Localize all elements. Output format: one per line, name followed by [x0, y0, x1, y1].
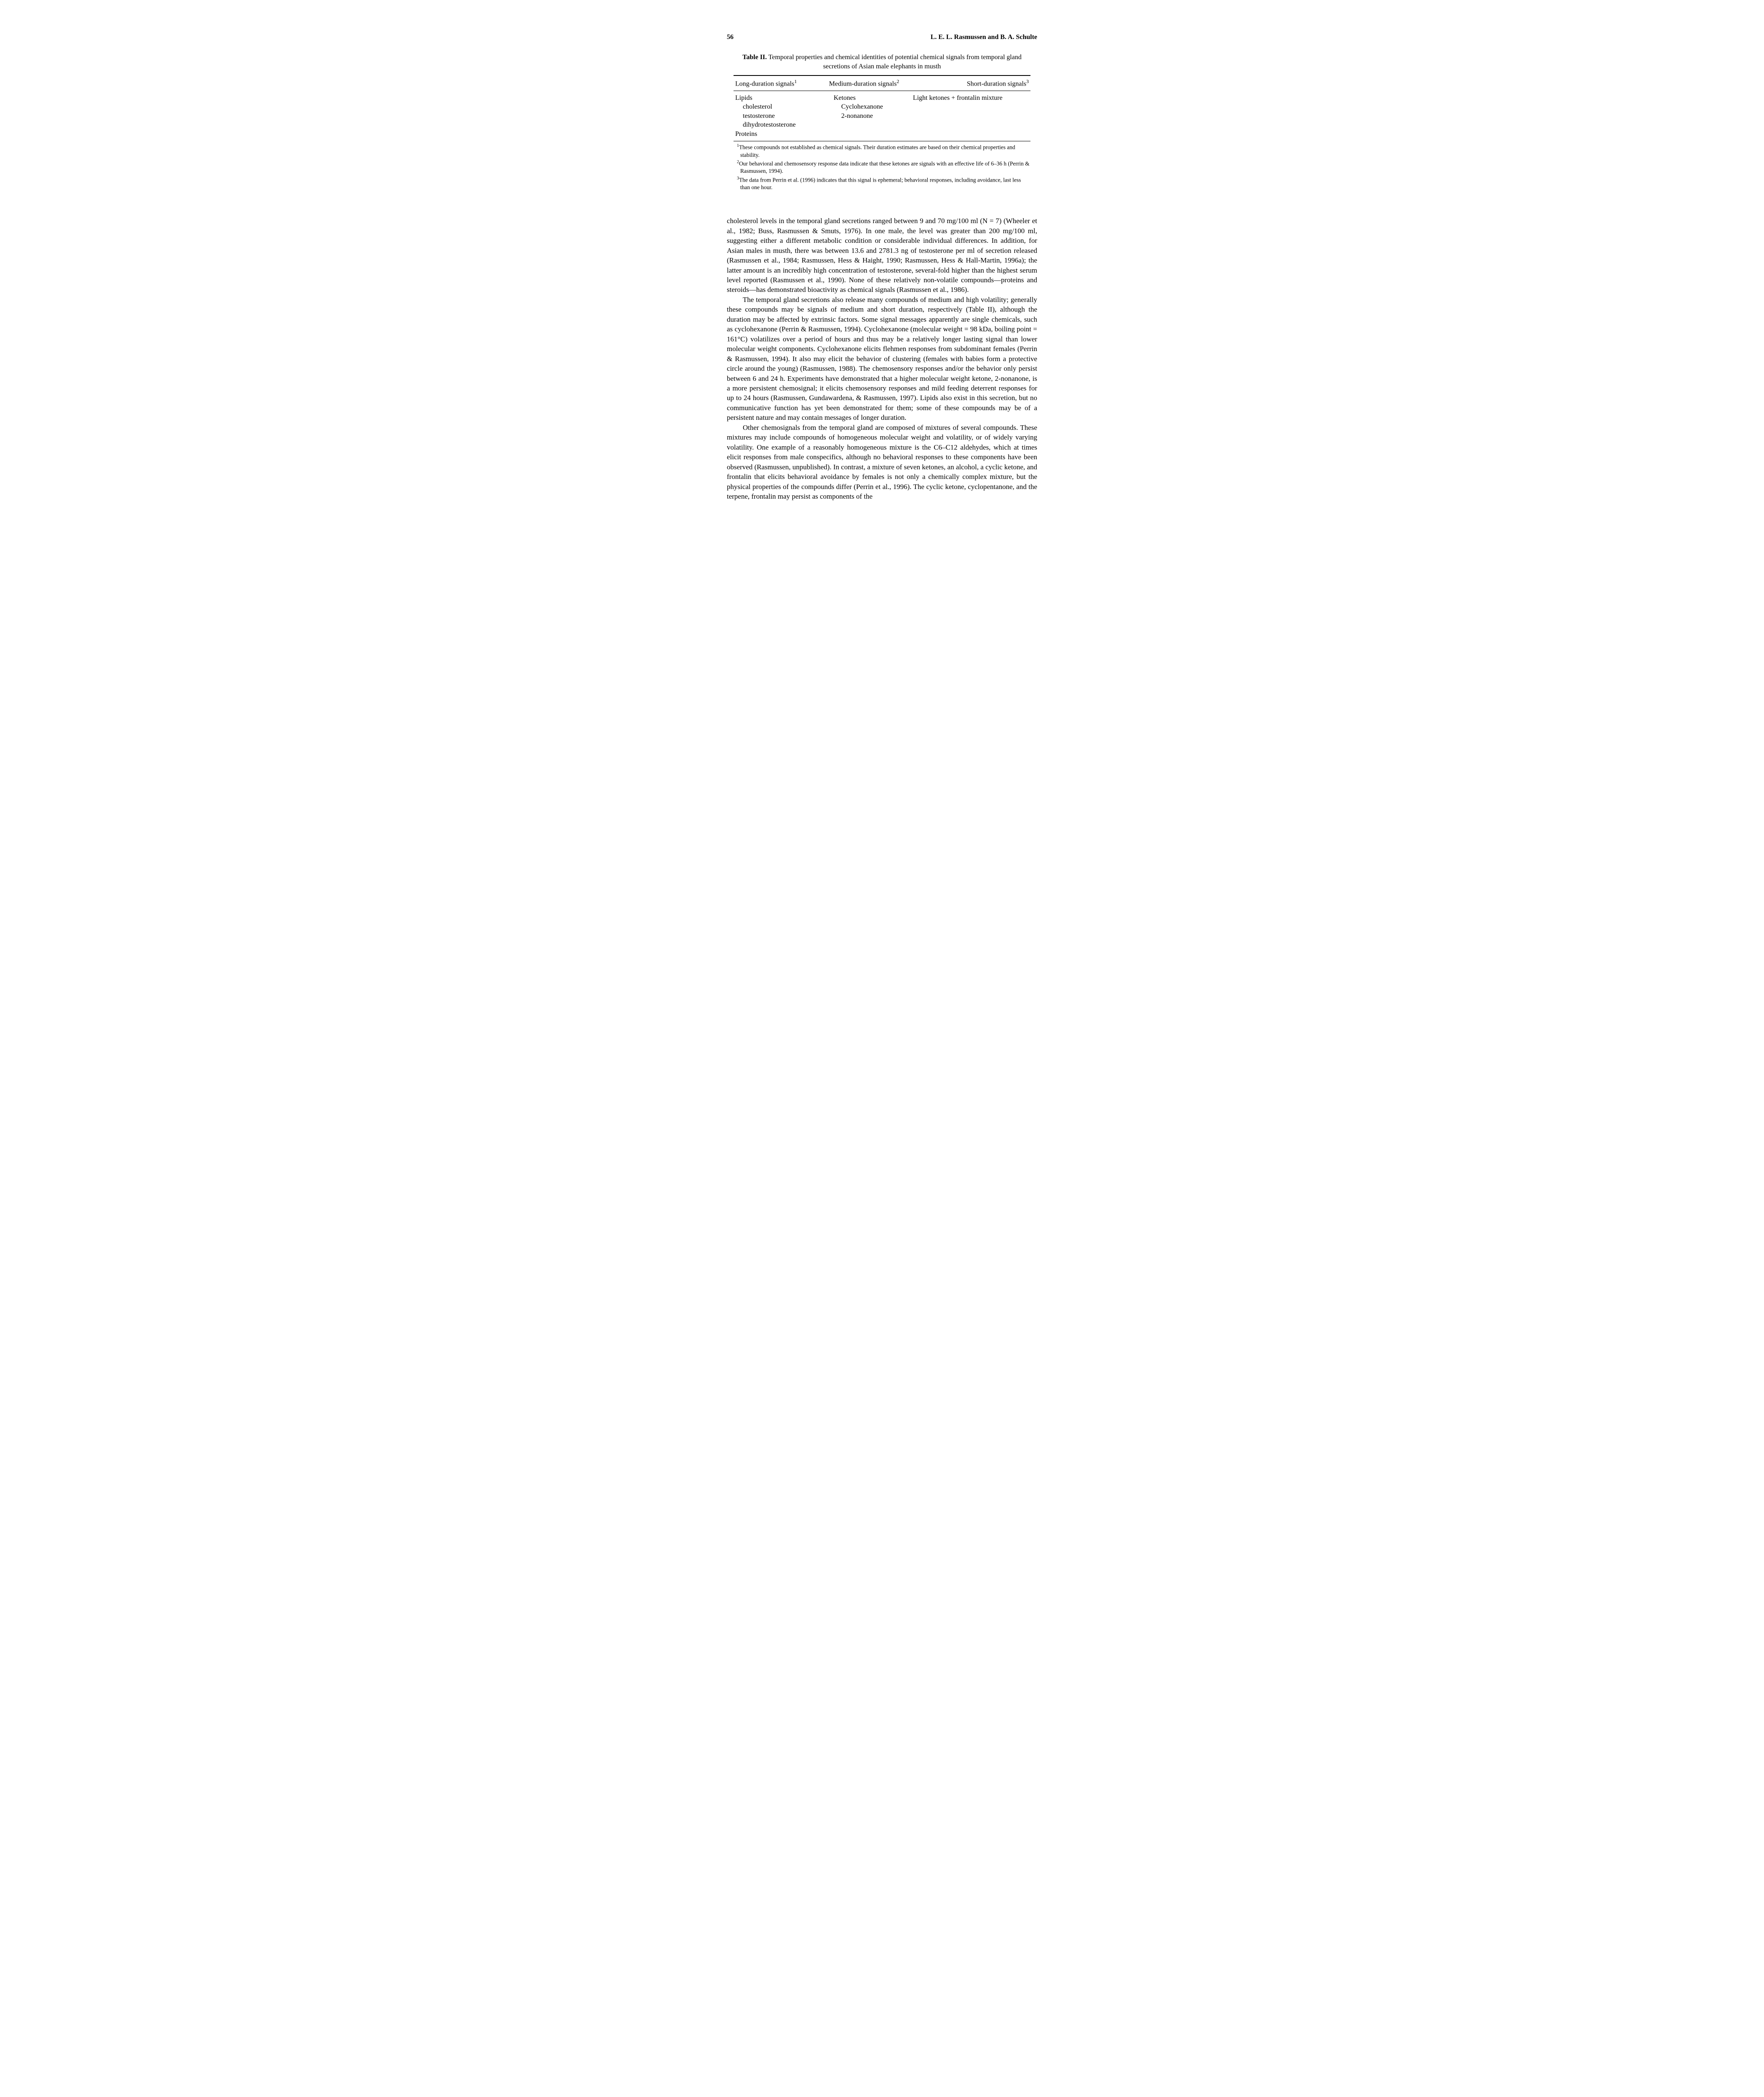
c1-l5: Proteins — [735, 130, 757, 138]
paragraph-3: Other chemosignals from the temporal gla… — [727, 423, 1037, 502]
col2-super: 2 — [897, 78, 899, 84]
fn1-text: These compounds not established as chemi… — [739, 144, 1015, 158]
footnote-3: 3The data from Perrin et al. (1996) indi… — [734, 176, 1030, 191]
c1-l4: dihydrotestosterone — [735, 120, 815, 130]
cell-medium: Ketones Cyclohexanone 2-nonanone — [817, 91, 911, 141]
table-caption-text: Temporal properties and chemical identit… — [768, 54, 1022, 70]
footnote-2: 2Our behavioral and chemosensory respons… — [734, 159, 1030, 175]
c2-l3: 2-nonanone — [834, 112, 910, 121]
running-author: L. E. L. Rasmussen and B. A. Schulte — [931, 34, 1037, 41]
paragraph-2: The temporal gland secretions also relea… — [727, 295, 1037, 423]
table-label: Table II. — [742, 54, 767, 61]
body-text: cholesterol levels in the temporal gland… — [727, 216, 1037, 501]
col-medium-duration: Medium-duration signals2 — [817, 75, 911, 91]
fn2-text: Our behavioral and chemosensory response… — [739, 161, 1030, 174]
col-short-duration: Short-duration signals3 — [911, 75, 1030, 91]
table-footnotes: 1These compounds not established as chem… — [734, 143, 1030, 191]
table-caption: Table II. Temporal properties and chemic… — [734, 53, 1030, 71]
table-block: Table II. Temporal properties and chemic… — [734, 53, 1030, 191]
col1-text: Long-duration signals — [735, 81, 794, 88]
footnote-1: 1These compounds not established as chem… — [734, 143, 1030, 159]
col3-text: Short-duration signals — [967, 81, 1026, 88]
col1-super: 1 — [794, 78, 797, 84]
c3-l1: Light ketones + frontalin mixture — [913, 94, 1002, 101]
cell-short: Light ketones + frontalin mixture — [911, 91, 1030, 141]
c1-l1: Lipids — [735, 94, 752, 101]
signals-table: Long-duration signals1 Medium-duration s… — [734, 75, 1030, 141]
paragraph-1: cholesterol levels in the temporal gland… — [727, 216, 1037, 295]
running-head: 56 L. E. L. Rasmussen and B. A. Schulte — [727, 34, 1037, 41]
cell-long: Lipids cholesterol testosterone dihydrot… — [734, 91, 817, 141]
col2-text: Medium-duration signals — [829, 81, 897, 88]
c2-l1: Ketones — [834, 94, 856, 101]
fn3-text: The data from Perrin et al. (1996) indic… — [739, 177, 1021, 190]
c2-l2: Cyclohexanone — [834, 102, 910, 112]
col3-super: 3 — [1026, 78, 1029, 84]
page-number: 56 — [727, 34, 734, 41]
col-long-duration: Long-duration signals1 — [734, 75, 817, 91]
page: 56 L. E. L. Rasmussen and B. A. Schulte … — [689, 0, 1075, 535]
c1-l3: testosterone — [735, 112, 815, 121]
c1-l2: cholesterol — [735, 102, 815, 112]
